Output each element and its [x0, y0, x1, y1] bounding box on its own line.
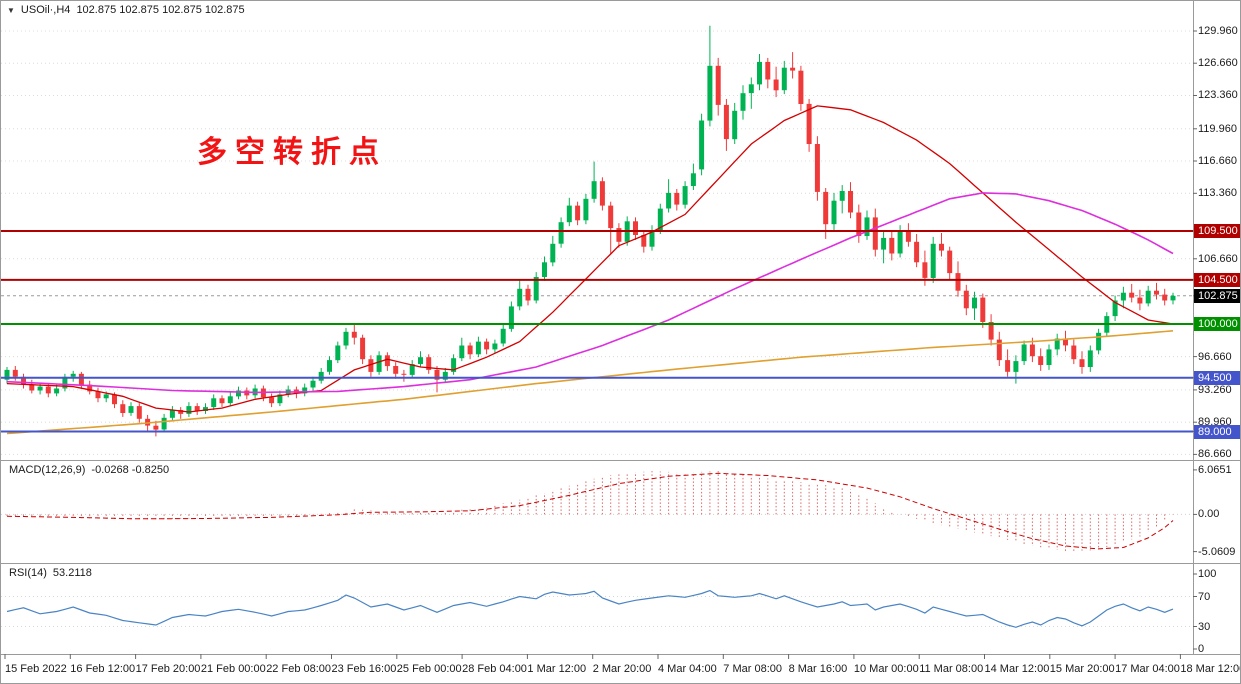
macd-name-label: MACD(12,26,9) [9, 464, 86, 476]
rsi-name-label: RSI(14) [9, 567, 47, 579]
rsi-indicator-label: RSI(14) 53.2118 [9, 567, 92, 579]
price-axis[interactable] [1193, 1, 1240, 654]
macd-indicator-label: MACD(12,26,9) -0.0268 -0.8250 [9, 464, 169, 476]
macd-values-label: -0.0268 -0.8250 [91, 464, 170, 476]
annotation-text: 多空转折点 [197, 136, 387, 169]
collapse-arrow-icon[interactable]: ▼ [7, 5, 15, 15]
rsi-value-label: 53.2118 [52, 567, 92, 579]
symbol-timeframe-label: USOil·,H4 [20, 4, 71, 16]
chart-title-bar: ▼ USOil·,H4 102.875 102.875 102.875 102.… [7, 4, 245, 16]
time-axis[interactable] [1, 654, 1240, 683]
ohlc-values-label: 102.875 102.875 102.875 102.875 [76, 4, 245, 16]
